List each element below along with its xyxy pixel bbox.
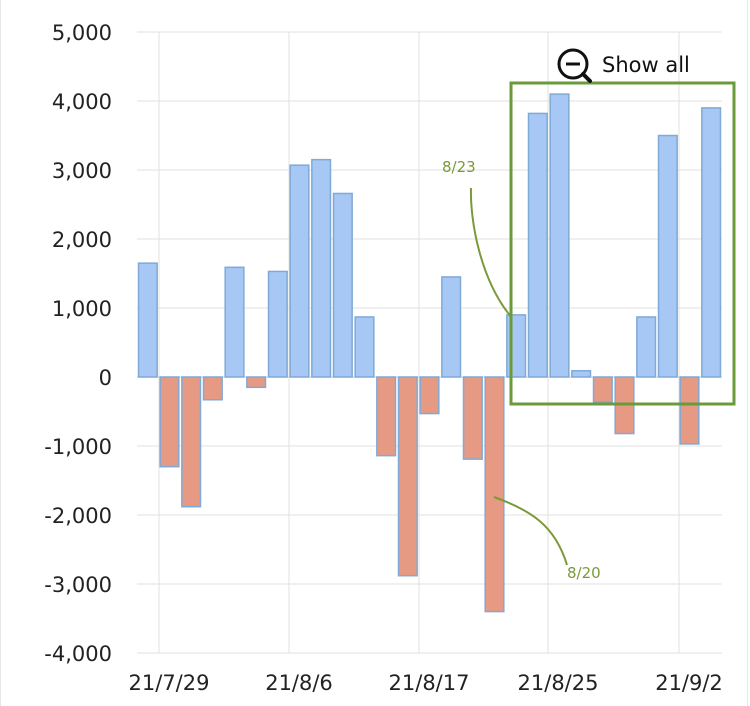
bar-positive[interactable] — [549, 93, 570, 378]
bar-negative[interactable] — [181, 376, 202, 508]
bars — [137, 93, 722, 613]
bar-negative[interactable] — [592, 376, 613, 403]
bar-positive[interactable] — [267, 270, 288, 378]
bar-positive[interactable] — [224, 266, 245, 378]
bar-negative[interactable] — [376, 376, 397, 457]
y-tick-label: -2,000 — [44, 504, 112, 528]
y-tick-label: 1,000 — [52, 297, 112, 321]
bar-positive[interactable] — [137, 262, 158, 378]
annotation-8-20: 8/20 — [493, 496, 601, 582]
y-tick-label: -4,000 — [44, 642, 112, 666]
x-tick-label: 21/8/17 — [389, 671, 470, 695]
x-tick-label: 21/8/25 — [518, 671, 599, 695]
bar-negative[interactable] — [397, 376, 418, 577]
bar-positive[interactable] — [571, 370, 592, 378]
y-axis-ticks: 5,000 4,000 3,000 2,000 1,000 0 -1,000 -2,000 -3… — [44, 21, 112, 666]
zoom-out-icon — [557, 48, 592, 83]
x-tick-label: 21/7/29 — [129, 671, 210, 695]
bar-positive[interactable] — [636, 316, 657, 378]
y-tick-label: 3,000 — [52, 159, 112, 183]
bar-negative[interactable] — [419, 376, 440, 415]
bar-positive[interactable] — [441, 276, 462, 378]
y-tick-label: 2,000 — [52, 228, 112, 252]
show-all-button[interactable]: Show all — [557, 48, 690, 83]
bar-positive[interactable] — [311, 158, 332, 378]
annotation-label-8-20: 8/20 — [567, 564, 601, 582]
bar-negative[interactable] — [246, 376, 267, 389]
y-tick-label: 4,000 — [52, 90, 112, 114]
bar-negative[interactable] — [679, 376, 700, 445]
bar-positive[interactable] — [657, 134, 678, 378]
bar-negative[interactable] — [202, 376, 223, 401]
zoom-selection-box[interactable] — [509, 81, 736, 406]
bar-positive[interactable] — [332, 192, 353, 378]
x-axis-ticks: 21/7/29 21/8/6 21/8/17 21/8/25 21/9/2 — [129, 671, 723, 695]
x-tick-label: 21/9/2 — [655, 671, 723, 695]
y-tick-label: 0 — [99, 366, 112, 390]
bar-positive[interactable] — [527, 112, 548, 378]
y-tick-label: -1,000 — [44, 435, 112, 459]
bar-positive[interactable] — [701, 107, 722, 378]
annotation-leader-8-20 — [493, 496, 568, 566]
x-tick-label: 21/8/6 — [265, 671, 333, 695]
bar-negative[interactable] — [159, 376, 180, 468]
bar-negative[interactable] — [484, 376, 505, 613]
bar-negative[interactable] — [462, 376, 483, 460]
bar-positive[interactable] — [354, 316, 375, 378]
show-all-label: Show all — [602, 53, 690, 77]
annotation-leader-8-23 — [469, 187, 513, 319]
annotation-8-23: 8/23 — [442, 158, 513, 319]
y-tick-label: -3,000 — [44, 573, 112, 597]
bar-positive[interactable] — [289, 164, 310, 378]
annotation-label-8-23: 8/23 — [442, 158, 476, 176]
y-tick-label: 5,000 — [52, 21, 112, 45]
